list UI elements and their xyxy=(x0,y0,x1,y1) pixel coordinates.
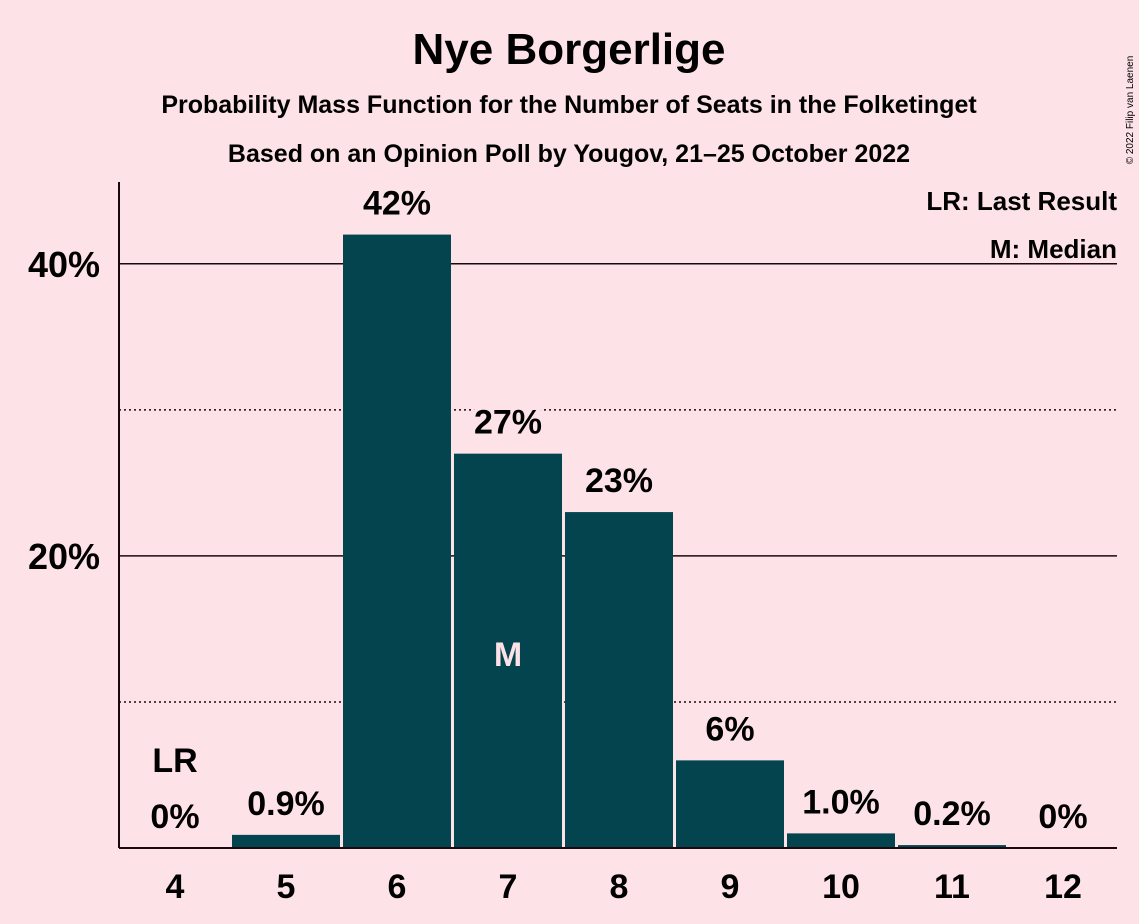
last-result-marker: LR xyxy=(152,742,197,780)
data-labels: 0% 0.9% 42% 27% 23% 6% 1.0% 0.2% 0% xyxy=(146,181,1091,840)
legend-last-result: LR: Last Result xyxy=(926,186,1117,216)
chart-subtitle-source: Based on an Opinion Poll by Yougov, 21–2… xyxy=(228,140,910,168)
x-tick-label: 11 xyxy=(934,868,970,906)
data-label: 0% xyxy=(1038,798,1087,836)
x-tick-label: 12 xyxy=(1044,868,1082,906)
data-label: 1.0% xyxy=(802,783,880,821)
data-label: 0.9% xyxy=(247,785,325,823)
y-tick-label: 40% xyxy=(28,244,100,285)
copyright-notice: © 2022 Filip van Laenen xyxy=(1125,56,1136,165)
median-marker: M xyxy=(494,636,522,674)
x-tick-label: 7 xyxy=(499,868,518,906)
markers: LR M xyxy=(152,636,522,780)
bar xyxy=(232,834,340,848)
chart-subtitle: Probability Mass Function for the Number… xyxy=(161,91,977,119)
bars xyxy=(232,234,1006,848)
x-tick-label: 9 xyxy=(721,868,740,906)
data-label: 27% xyxy=(474,404,542,442)
data-label: 42% xyxy=(363,185,431,223)
bar xyxy=(454,453,562,848)
data-label: 23% xyxy=(585,462,653,500)
legend-median: M: Median xyxy=(990,234,1117,264)
data-label: 0% xyxy=(150,798,199,836)
data-label: 6% xyxy=(705,710,754,748)
x-tick-label: 8 xyxy=(610,868,629,906)
bar xyxy=(787,833,895,848)
x-tick-label: 6 xyxy=(388,868,407,906)
bar xyxy=(565,512,673,848)
x-tick-label: 5 xyxy=(277,868,296,906)
y-tick-label: 20% xyxy=(28,536,100,577)
chart-title: Nye Borgerlige xyxy=(413,25,726,74)
bar xyxy=(343,234,451,848)
x-tick-label: 4 xyxy=(166,868,185,906)
bar xyxy=(898,845,1006,848)
bar xyxy=(676,760,784,848)
x-tick-label: 10 xyxy=(822,868,860,906)
data-label: 0.2% xyxy=(913,795,991,833)
axes: 20% 40% 4 5 6 7 8 9 10 11 12 xyxy=(28,182,1117,906)
